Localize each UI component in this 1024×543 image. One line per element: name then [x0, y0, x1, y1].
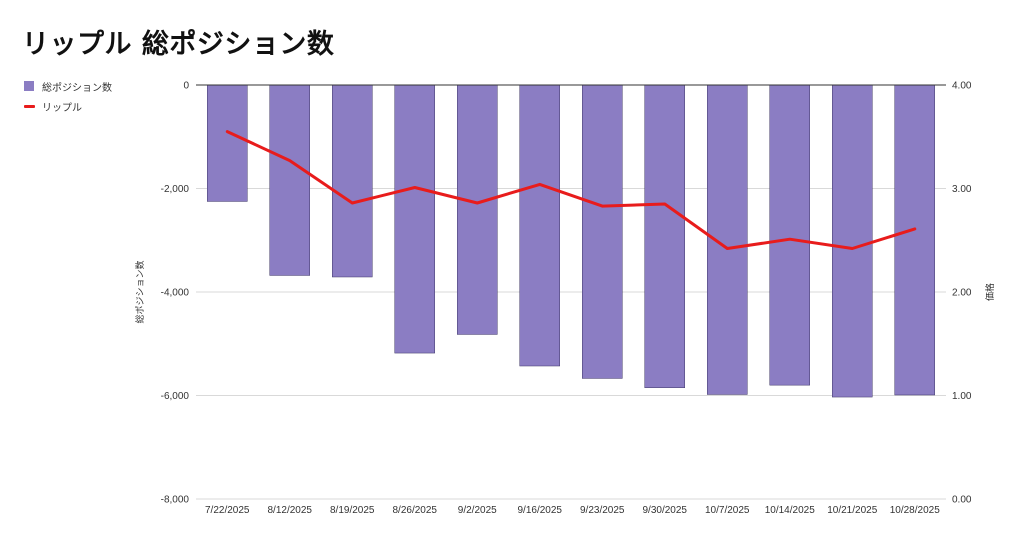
legend-item-line[interactable]: リップル: [24, 96, 112, 116]
bar: [582, 84, 623, 379]
right-axis-ticks: 4.00 3.00 2.00 1.00 0.00: [952, 81, 972, 506]
left-axis-ticks: 0 -2,000 -4,000 -6,000 -8,000: [161, 81, 190, 506]
bar-series: [207, 84, 935, 398]
legend-swatch-line: [24, 104, 35, 108]
line-series: [225, 130, 917, 250]
x-tick-label: 7/22/2025: [205, 505, 250, 516]
y-tick-label: -4,000: [161, 288, 190, 299]
legend-label-bar: 総ポジション数: [42, 82, 112, 94]
legend-swatch-bar: [24, 81, 34, 91]
gridlines: [196, 188, 946, 500]
right-axis-title: 価格: [984, 283, 996, 301]
x-tick-label: 10/21/2025: [827, 505, 877, 516]
y2-tick-label: 4.00: [952, 81, 972, 92]
x-tick-label: 9/2/2025: [458, 505, 497, 516]
x-tick-label: 9/30/2025: [643, 505, 688, 516]
bar: [394, 84, 435, 354]
y2-tick-label: 3.00: [952, 184, 972, 195]
x-tick-label: 8/19/2025: [330, 505, 375, 516]
y2-tick-label: 0.00: [952, 495, 972, 506]
x-tick-label: 9/16/2025: [518, 505, 563, 516]
left-axis-title: 総ポジション数: [134, 260, 146, 323]
legend-item-bar[interactable]: 総ポジション数: [24, 76, 112, 96]
x-tick-label: 8/12/2025: [268, 505, 313, 516]
y-tick-label: -6,000: [161, 391, 190, 402]
y-tick-label: -2,000: [161, 184, 190, 195]
legend: 総ポジション数 リップル: [24, 76, 112, 116]
bar: [832, 84, 873, 398]
bar: [269, 84, 310, 276]
bar: [519, 84, 560, 367]
y-tick-label: 0: [183, 81, 189, 92]
bar: [769, 84, 810, 386]
bar: [207, 84, 248, 202]
price-line: [225, 130, 917, 250]
chart-title: リップル 総ポジション数: [22, 29, 335, 60]
y-tick-label: -8,000: [161, 495, 190, 506]
y2-tick-label: 2.00: [952, 288, 972, 299]
bar: [644, 84, 685, 388]
x-tick-label: 9/23/2025: [580, 505, 625, 516]
x-axis-ticks: 7/22/2025 8/12/2025 8/19/2025 8/26/2025 9/2/…: [205, 505, 940, 516]
x-tick-label: 8/26/2025: [393, 505, 438, 516]
legend-label-line: リップル: [42, 102, 82, 114]
bar: [332, 84, 373, 278]
x-tick-label: 10/14/2025: [765, 505, 815, 516]
x-tick-label: 10/7/2025: [705, 505, 750, 516]
y2-tick-label: 1.00: [952, 391, 972, 402]
bar: [457, 84, 498, 335]
x-tick-label: 10/28/2025: [890, 505, 940, 516]
bar: [894, 84, 935, 396]
